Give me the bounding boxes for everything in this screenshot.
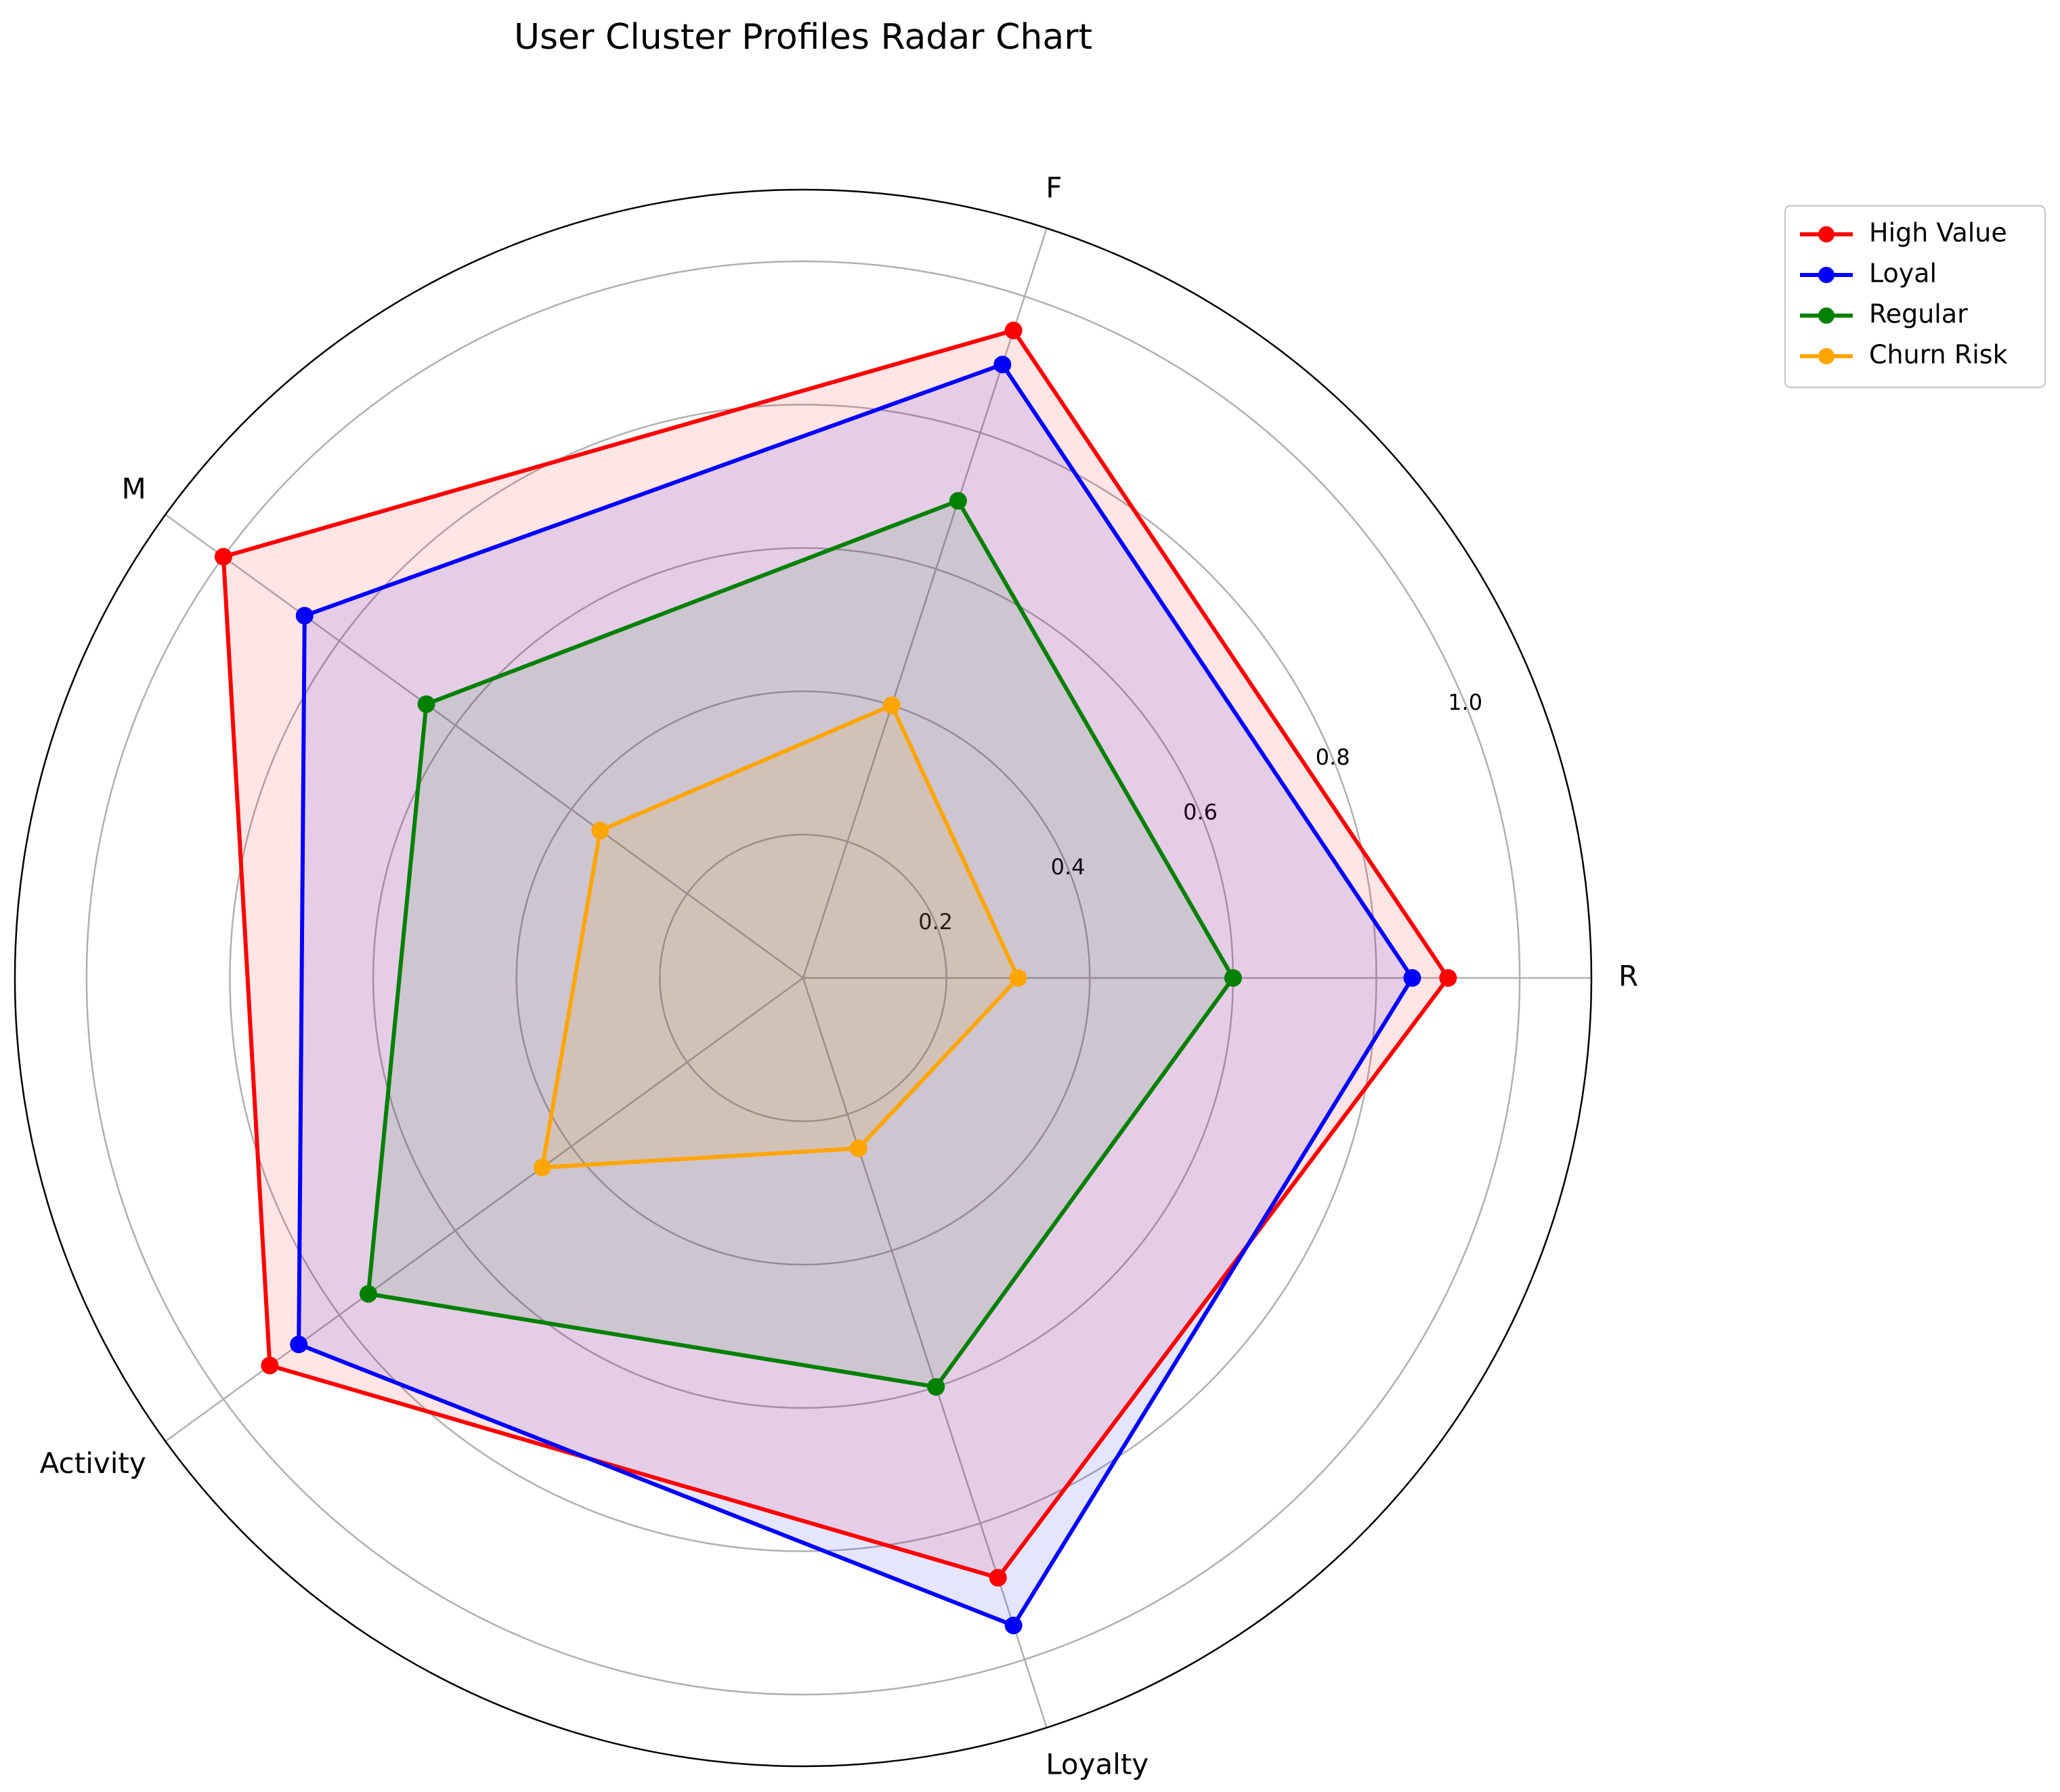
axis-label: Loyalty [1046,1748,1149,1781]
series-points [214,321,1457,1635]
radar-grid: 0.2 0.4 0.6 0.8 1.0 [14,188,1593,1768]
r-tick-label: 0.2 [918,909,953,935]
series-line [221,328,1451,1580]
r-tick-label: 1.0 [1448,689,1482,715]
data-point [882,696,901,714]
data-point [1009,969,1027,987]
chart-title: User Cluster Profiles Radar Chart [514,17,1092,58]
series-line [540,703,1021,1170]
legend-label: Loyal [1869,259,1937,289]
data-point [290,1336,308,1354]
r-tick-label: 0.8 [1316,744,1350,770]
legend-marker [1818,267,1834,283]
series-fills [223,330,1449,1626]
series-fill [223,330,1449,1578]
axis-labels: R F M Activity Loyalty [40,171,1639,1780]
data-point [927,1378,945,1396]
data-point [1224,969,1242,987]
legend-label: Churn Risk [1869,340,2008,370]
series-line [297,362,1415,1628]
r-tick-label: 0.6 [1183,799,1218,825]
axis-label: R [1618,960,1638,993]
legend-marker [1818,348,1834,364]
axis-spoke [802,977,1048,1728]
axis-label: M [122,472,146,505]
data-point [359,1285,377,1303]
data-point [295,607,314,625]
legend: High Value Loyal Regular Churn Risk [1784,205,2046,389]
data-point [417,695,435,713]
axis-spoke [802,228,1048,979]
series-line [366,498,1235,1389]
series-fill [542,705,1018,1168]
data-point [1004,321,1023,339]
data-point [1403,969,1421,987]
data-point [533,1158,551,1176]
legend-box [1784,205,2046,389]
r-tick-label: 0.4 [1051,854,1086,880]
data-point [591,822,609,840]
data-point [1004,1617,1023,1635]
polar-frame [14,188,1593,1768]
axis-spoke [165,513,804,979]
data-point [214,548,232,566]
data-point [989,1569,1007,1587]
axis-label: Activity [40,1447,146,1480]
data-point [949,492,967,510]
legend-label: Regular [1869,299,1968,329]
data-point [1439,969,1457,987]
axis-label: F [1046,171,1062,204]
data-point [849,1139,867,1157]
legend-marker [1818,226,1834,242]
data-point [993,356,1012,374]
legend-marker [1818,307,1834,324]
legend-label: High Value [1869,218,2007,248]
series-fill [299,364,1413,1626]
data-point [261,1357,279,1375]
series-lines [221,328,1451,1628]
